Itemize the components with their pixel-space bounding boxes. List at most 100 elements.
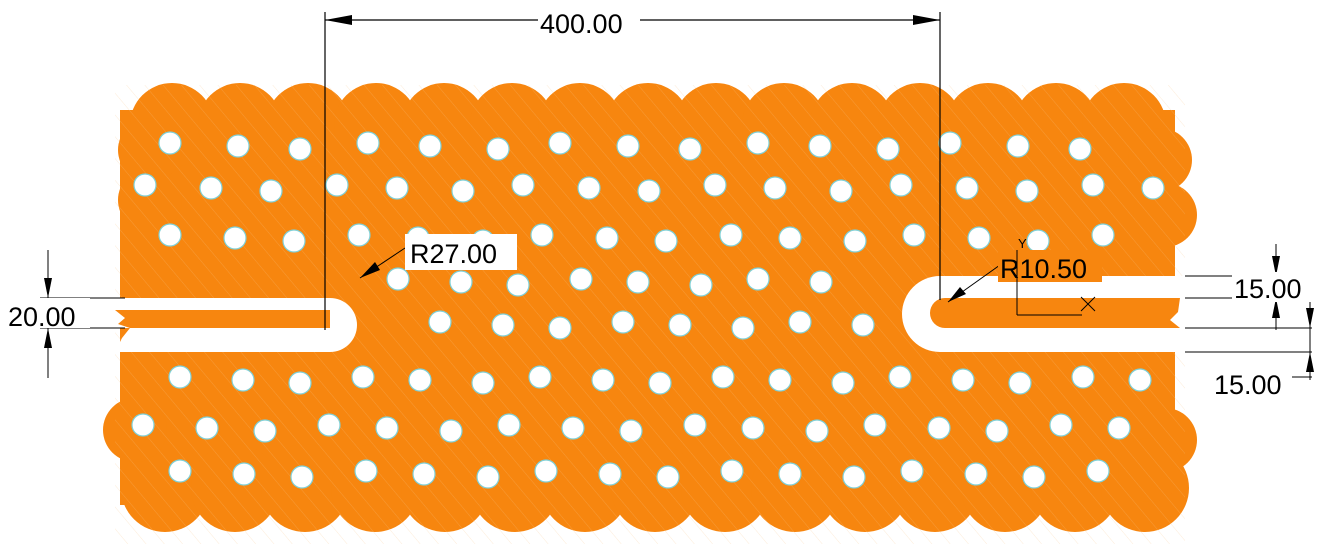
hole [967,226,991,250]
left-slot-break [115,310,130,328]
hole [598,462,622,486]
hole [746,267,770,291]
hole [951,368,975,392]
hole [325,173,349,197]
hole [703,173,727,197]
hole [1141,176,1165,200]
hole [317,413,341,437]
hole [226,134,250,158]
hole [711,365,735,389]
hole [131,413,155,437]
hole [731,316,755,340]
hole [232,462,256,486]
hole [351,365,375,389]
hole [668,313,692,337]
hole [231,368,255,392]
hole [1068,137,1092,161]
hole [548,316,572,340]
dim-text-left-slot: 20.00 [8,302,76,332]
dim-text-right-lower: 15.00 [1214,370,1282,400]
hole [497,413,521,437]
hole [476,465,500,489]
hole [1107,416,1131,440]
dim-text-right-upper: 15.00 [1234,274,1302,304]
hole [888,365,912,389]
hole [654,229,678,253]
hole [611,310,635,334]
hole [1008,371,1032,395]
hole [439,419,463,443]
hole [1022,465,1046,489]
hole [656,465,680,489]
perforated-plate [103,83,1197,544]
hole [530,223,554,247]
dimension-overall-width: 400.00 [324,4,941,330]
hole [375,416,399,440]
dim-text-overall-width: 400.00 [540,9,623,39]
hole [491,313,515,337]
hole [938,131,962,155]
hole [385,176,409,200]
hole [648,371,672,395]
hole [412,462,436,486]
hole [428,310,452,334]
hole [347,223,371,247]
hole [964,462,988,486]
hole [1015,179,1039,203]
hole [619,419,643,443]
hole [168,365,192,389]
hole [842,465,866,489]
hole [843,229,867,253]
hole [809,270,833,294]
hole [354,459,378,483]
hole [741,416,765,440]
dim-text-radius-left: R27.00 [410,239,497,269]
hole [471,371,495,395]
hole [778,226,802,250]
hole [763,176,787,200]
hole [902,223,926,247]
hole [199,176,223,200]
hole [768,368,792,392]
hole [900,459,924,483]
ucs-y-label: Y [1018,236,1027,251]
hole [788,310,812,334]
hole [195,416,219,440]
hole [168,459,192,483]
hole [778,462,802,486]
hole [1081,173,1105,197]
hole [259,179,283,203]
hole [851,313,875,337]
left-slot-web [115,310,330,328]
hole [158,223,182,247]
dim-text-radius-right: R10.50 [1000,254,1087,284]
hole [1128,368,1152,392]
hole [133,173,157,197]
ucs-icon: Y [1016,236,1096,316]
hole [356,131,380,155]
hole [511,173,535,197]
hole [577,176,601,200]
hole [1071,365,1095,389]
hole [955,176,979,200]
dimension-left-slot: 20.00 [6,250,125,378]
hole [290,465,314,489]
hole [720,459,744,483]
dimension-right-offsets: 15.00 15.00 [1185,244,1316,400]
hole [829,179,853,203]
hole [223,226,247,250]
hole [288,371,312,395]
hole [1026,229,1050,253]
hole [548,131,572,155]
hole [408,368,432,392]
hole [595,226,619,250]
hole [282,229,306,253]
hole [1006,134,1030,158]
hole [678,137,702,161]
hole [561,416,585,440]
hole [569,267,593,291]
hole [534,459,558,483]
hole [689,273,713,297]
hole [253,419,277,443]
